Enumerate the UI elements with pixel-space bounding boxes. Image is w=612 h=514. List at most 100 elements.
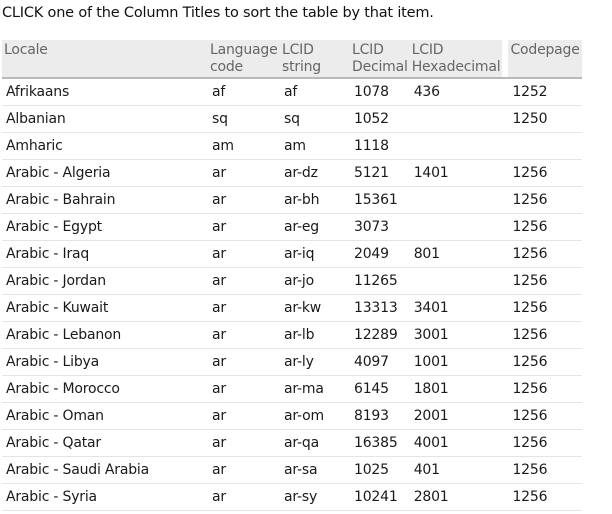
spacer-cell — [502, 294, 509, 322]
codepage-cell: 1256 — [508, 240, 582, 268]
column-header-lcid-hexadecimal[interactable]: LCID Hexadecimal — [409, 40, 503, 79]
codepage-cell: 1256 — [508, 159, 582, 187]
table-row: Arabic - Jordan ar ar-jo 11265 1256 — [2, 267, 582, 295]
lcid-string-cell: ar-iq — [280, 240, 350, 268]
table-row: Arabic - Iraq ar ar-iq 2049 801 1256 — [2, 240, 582, 268]
codepage-cell: 1252 — [508, 78, 582, 106]
locale-cell: Arabic - Kuwait — [2, 294, 208, 322]
lcid-decimal-cell: 1118 — [350, 132, 410, 160]
table-row: Arabic - Lebanon ar ar-lb 12289 3001 1256 — [2, 321, 582, 349]
column-header-label: LCID — [411, 42, 444, 58]
language-code-cell: ar — [208, 402, 280, 430]
lcid-hexadecimal-cell: 1001 — [409, 348, 503, 376]
spacer-cell — [502, 186, 509, 214]
spacer-cell — [502, 348, 509, 376]
column-header-label: LCID — [352, 42, 384, 58]
lcid-decimal-cell: 11265 — [350, 267, 410, 295]
codepage-cell: 1256 — [508, 375, 582, 403]
language-code-cell: ar — [208, 213, 280, 241]
lcid-decimal-cell: 6145 — [350, 375, 410, 403]
lcid-decimal-cell: 2049 — [350, 240, 410, 268]
spacer-cell — [502, 132, 509, 160]
locale-cell: Arabic - Egypt — [2, 213, 208, 241]
locale-cell: Arabic - Saudi Arabia — [2, 456, 208, 484]
column-header-label: code — [210, 59, 243, 75]
locale-cell: Arabic - Iraq — [2, 240, 208, 268]
locale-table: Locale Language code LCID string LCID De… — [2, 40, 582, 511]
table-row: Amharic am am 1118 — [2, 132, 582, 160]
lcid-hexadecimal-cell: 3401 — [409, 294, 503, 322]
column-header-codepage[interactable]: Codepage — [508, 40, 582, 79]
spacer-cell — [502, 456, 509, 484]
language-code-cell: sq — [208, 105, 280, 133]
table-row: Arabic - Kuwait ar ar-kw 13313 3401 1256 — [2, 294, 582, 322]
sort-instructions: CLICK one of the Column Titles to sort t… — [2, 5, 434, 21]
lcid-decimal-cell: 16385 — [350, 429, 410, 457]
table-row: Arabic - Saudi Arabia ar ar-sa 1025 401 1256 — [2, 456, 582, 484]
lcid-decimal-cell: 10241 — [350, 483, 410, 511]
lcid-string-cell: ar-lb — [280, 321, 350, 349]
lcid-string-cell: ar-ma — [280, 375, 350, 403]
lcid-hexadecimal-cell — [409, 132, 503, 160]
locale-cell: Arabic - Jordan — [2, 267, 208, 295]
language-code-cell: ar — [208, 267, 280, 295]
language-code-cell: ar — [208, 456, 280, 484]
spacer-cell — [502, 402, 509, 430]
codepage-cell: 1256 — [508, 321, 582, 349]
column-header-label: Decimal — [352, 59, 408, 75]
spacer-cell — [502, 429, 509, 457]
lcid-hexadecimal-cell: 436 — [409, 78, 503, 106]
spacer-cell — [502, 267, 509, 295]
codepage-cell: 1256 — [508, 267, 582, 295]
column-header-lcid-decimal[interactable]: LCID Decimal — [350, 40, 410, 79]
column-header-language-code[interactable]: Language code — [208, 40, 280, 79]
spacer-cell — [502, 240, 509, 268]
lcid-hexadecimal-cell — [409, 213, 503, 241]
lcid-decimal-cell: 8193 — [350, 402, 410, 430]
codepage-cell: 1250 — [508, 105, 582, 133]
language-code-cell: ar — [208, 186, 280, 214]
table-row: Arabic - Algeria ar ar-dz 5121 1401 1256 — [2, 159, 582, 187]
table-row: Arabic - Libya ar ar-ly 4097 1001 1256 — [2, 348, 582, 376]
language-code-cell: ar — [208, 429, 280, 457]
lcid-decimal-cell: 1078 — [350, 78, 410, 106]
header-row: Locale Language code LCID string LCID De… — [2, 40, 582, 79]
table-row: Arabic - Egypt ar ar-eg 3073 1256 — [2, 213, 582, 241]
locale-cell: Arabic - Qatar — [2, 429, 208, 457]
locale-cell: Albanian — [2, 105, 208, 133]
header-spacer — [502, 40, 509, 79]
lcid-decimal-cell: 13313 — [350, 294, 410, 322]
codepage-cell: 1256 — [508, 456, 582, 484]
locale-cell: Arabic - Algeria — [2, 159, 208, 187]
language-code-cell: ar — [208, 483, 280, 511]
table-body: Afrikaans af af 1078 436 1252 Albanian sq sq 1052… — [2, 78, 582, 511]
language-code-cell: am — [208, 132, 280, 160]
codepage-cell: 1256 — [508, 402, 582, 430]
lcid-decimal-cell: 12289 — [350, 321, 410, 349]
codepage-cell: 1256 — [508, 483, 582, 511]
column-header-label: string — [282, 59, 321, 75]
column-header-label: Codepage — [510, 42, 580, 58]
spacer-cell — [502, 213, 509, 241]
language-code-cell: ar — [208, 375, 280, 403]
lcid-hexadecimal-cell: 401 — [409, 456, 503, 484]
codepage-cell: 1256 — [508, 348, 582, 376]
lcid-hexadecimal-cell: 2801 — [409, 483, 503, 511]
column-header-lcid-string[interactable]: LCID string — [280, 40, 350, 79]
lcid-string-cell: ar-kw — [280, 294, 350, 322]
table-row: Arabic - Morocco ar ar-ma 6145 1801 1256 — [2, 375, 582, 403]
locale-cell: Arabic - Lebanon — [2, 321, 208, 349]
codepage-cell: 1256 — [508, 213, 582, 241]
language-code-cell: ar — [208, 159, 280, 187]
locale-cell: Arabic - Syria — [2, 483, 208, 511]
column-header-label: Locale — [4, 42, 48, 58]
language-code-cell: ar — [208, 240, 280, 268]
codepage-cell: 1256 — [508, 429, 582, 457]
codepage-cell: 1256 — [508, 186, 582, 214]
column-header-label: LCID — [282, 42, 314, 58]
locale-cell: Arabic - Libya — [2, 348, 208, 376]
column-header-locale[interactable]: Locale — [2, 40, 208, 79]
lcid-hexadecimal-cell: 801 — [409, 240, 503, 268]
table-row: Arabic - Oman ar ar-om 8193 2001 1256 — [2, 402, 582, 430]
